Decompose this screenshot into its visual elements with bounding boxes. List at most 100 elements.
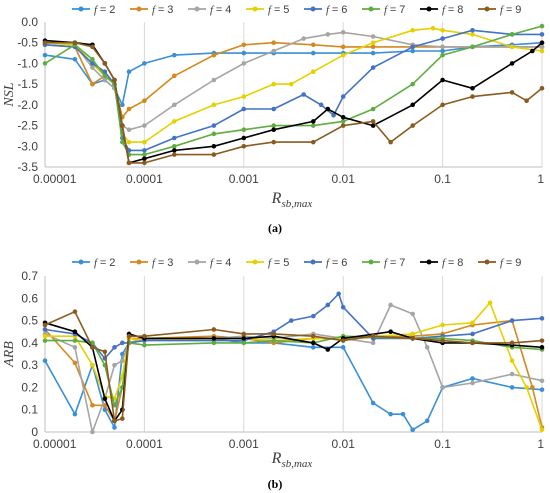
data-point [211, 52, 217, 58]
data-point [410, 81, 415, 87]
data-point [539, 40, 545, 46]
data-point [102, 73, 108, 79]
data-point [120, 340, 125, 346]
data-point [340, 44, 346, 50]
data-point [126, 333, 132, 339]
data-point [90, 44, 95, 50]
data-point [120, 351, 125, 357]
data-point [142, 342, 147, 348]
data-point [310, 69, 316, 75]
data-point [142, 61, 147, 66]
series-line-f8 [44, 322, 543, 422]
data-point [318, 102, 324, 108]
data-point [440, 27, 445, 33]
data-point [288, 81, 294, 87]
data-point [340, 30, 346, 35]
data-point [340, 114, 346, 120]
data-point [271, 81, 277, 87]
legend-swatch-marker [136, 259, 142, 265]
data-point [470, 94, 475, 99]
data-point [470, 380, 475, 386]
data-point [310, 139, 316, 145]
legend-label: f = 5 [268, 4, 289, 16]
y-tick-label: 0.2 [21, 380, 38, 394]
data-point [509, 358, 515, 363]
data-point [340, 52, 346, 58]
data-point [90, 56, 95, 62]
data-point [102, 77, 108, 83]
legend-label: f = 2 [94, 4, 115, 16]
data-point [487, 300, 493, 306]
x-tick-label: 0.001 [229, 437, 259, 451]
y-tick-label: -1.0 [17, 56, 38, 70]
y-tick-label: 0.4 [21, 336, 38, 350]
data-point [241, 336, 247, 341]
legend-label: f = 9 [500, 257, 521, 269]
data-point [102, 402, 108, 408]
data-point [126, 69, 132, 75]
data-point [241, 143, 247, 149]
series-group [42, 291, 545, 435]
data-point [530, 48, 535, 54]
series-line-f9 [44, 310, 543, 422]
x-tick-label: 0.0001 [126, 172, 163, 186]
data-point [120, 416, 125, 421]
data-point [241, 94, 247, 99]
data-point [112, 418, 117, 424]
data-point [410, 427, 415, 433]
data-point [72, 56, 78, 62]
data-point [509, 61, 515, 66]
chart-panel-a: 0.00001 0.0001 0.001 0.01 0.1 1 -3.5 -3.0 -2.5 -2… [2, 4, 544, 235]
series-line-f6 [44, 29, 542, 152]
data-point [310, 345, 316, 350]
data-point [509, 32, 515, 37]
data-point [90, 345, 95, 350]
data-point [530, 385, 535, 390]
legend-swatch-marker [78, 6, 84, 12]
data-point [211, 327, 217, 332]
data-point [440, 36, 445, 41]
data-point [410, 48, 415, 54]
data-point [126, 127, 132, 133]
data-point [90, 65, 95, 70]
legend-swatch-marker [310, 6, 316, 12]
y-tick-label: 0.5 [21, 314, 38, 328]
data-point [211, 152, 217, 157]
data-point [241, 61, 247, 66]
data-point [102, 61, 108, 66]
data-point [509, 44, 515, 50]
data-point [271, 48, 277, 54]
data-point [440, 322, 445, 328]
data-point [370, 123, 376, 128]
data-point [42, 322, 48, 328]
data-point [370, 106, 376, 112]
legend-swatch-marker [368, 6, 374, 12]
legend-label: f = 7 [384, 4, 405, 16]
legend-label: f = 3 [152, 4, 173, 16]
data-point [509, 371, 515, 377]
data-point [142, 123, 147, 128]
x-tick-label: 0.00001 [33, 172, 77, 186]
series-line-f5 [45, 301, 543, 431]
data-point [120, 123, 125, 128]
data-point [539, 23, 545, 29]
data-point [524, 98, 529, 104]
legend-label: f = 6 [326, 4, 347, 16]
data-point [42, 338, 48, 343]
data-point [211, 77, 217, 83]
series-group [42, 23, 545, 166]
data-point [42, 358, 48, 363]
data-point [90, 402, 95, 408]
y-tick-label: -1.5 [17, 77, 38, 91]
data-point [440, 52, 445, 58]
data-point [102, 69, 108, 75]
data-point [72, 345, 78, 350]
legend-label: f = 8 [442, 4, 463, 16]
data-point [172, 143, 177, 149]
data-point [90, 362, 95, 368]
data-point [172, 102, 177, 108]
data-point [370, 400, 376, 406]
legend-label: f = 3 [152, 257, 173, 269]
data-point [370, 65, 376, 70]
